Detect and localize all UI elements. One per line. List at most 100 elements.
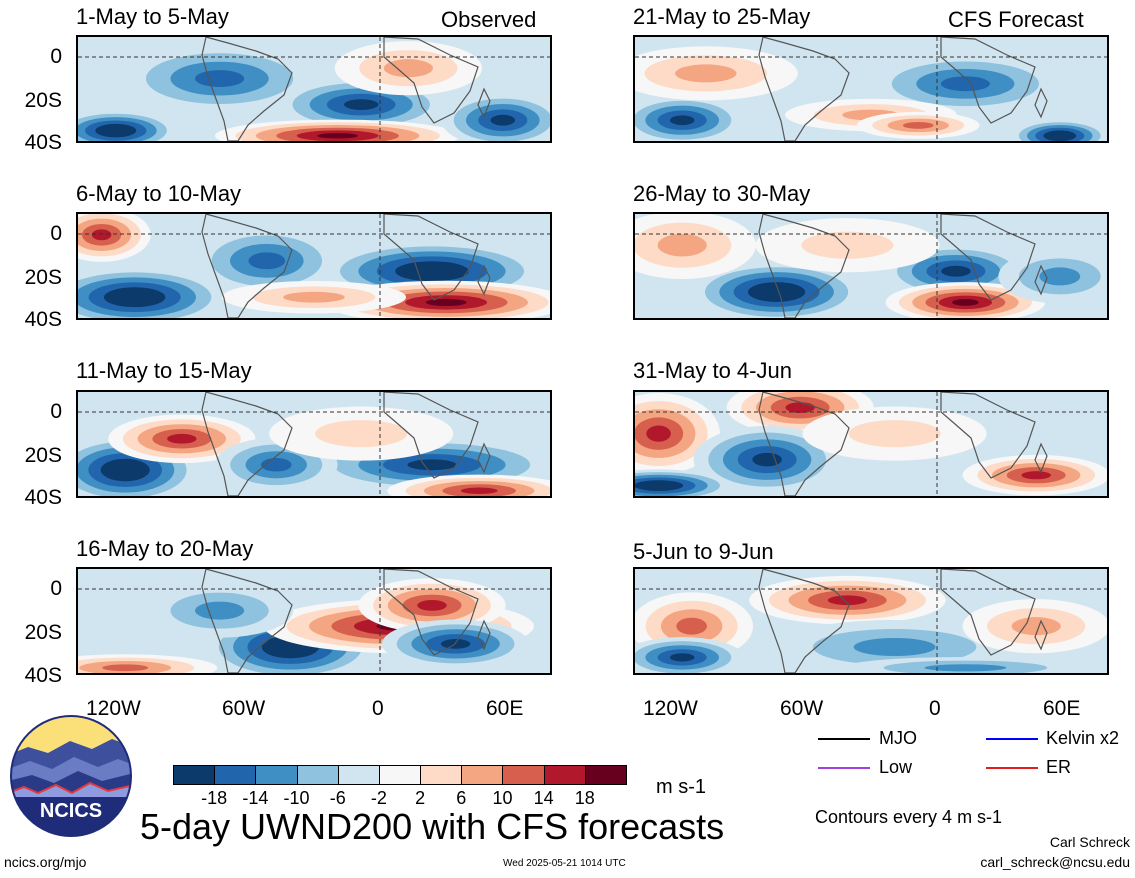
colorbar-segment: [378, 765, 422, 785]
y-tick-0: 0: [50, 577, 62, 600]
anomaly-contour: [940, 76, 990, 92]
map-panel-fc-3: [633, 390, 1109, 498]
anomaly-contour: [646, 425, 671, 442]
colorbar-segment: [502, 765, 545, 785]
south-america-outline: [758, 569, 850, 673]
legend-line-low: [818, 767, 870, 769]
panel-label-obs-2: 6-May to 10-May: [76, 181, 242, 206]
panel-label-fc-1: 21-May to 25-May: [633, 4, 811, 29]
anomaly-contour: [407, 459, 457, 471]
anomaly-contour: [105, 127, 126, 134]
legend-label-kelvin: Kelvin x2: [1046, 728, 1120, 748]
y-tick-40s: 40S: [24, 131, 62, 154]
anomaly-contour: [195, 601, 245, 620]
legend-label-low: Low: [879, 757, 913, 777]
africa-outline: [940, 214, 1036, 301]
colorbar-segment: [337, 765, 380, 785]
anomaly-contour: [669, 115, 695, 126]
x-tick-120w: 120W: [643, 697, 698, 720]
x-tick-60w: 60W: [780, 697, 824, 720]
panel-label-fc-2: 26-May to 30-May: [633, 181, 811, 206]
x-tick-60e: 60E: [486, 697, 524, 720]
anomaly-contour: [785, 402, 815, 414]
colorbar-segment: [420, 765, 463, 785]
madagascar-outline: [477, 264, 491, 296]
south-america-outline: [758, 37, 850, 141]
anomaly-contour: [195, 70, 245, 88]
map-panel-fc-2: [633, 212, 1109, 320]
south-america-outline: [201, 392, 293, 496]
anomaly-contour: [1051, 133, 1068, 139]
africa-outline: [383, 392, 479, 479]
anomaly-contour: [752, 452, 782, 467]
africa-outline: [383, 569, 479, 656]
anomaly-contour: [417, 599, 447, 611]
anomaly-contour: [676, 617, 707, 635]
south-america-outline: [201, 569, 293, 673]
anomaly-contour: [853, 637, 936, 657]
anomaly-contour: [167, 433, 197, 444]
site-link[interactable]: ncics.org/mjo: [4, 854, 87, 870]
contour-note: Contours every 4 m s-1: [815, 807, 1003, 827]
africa-outline: [383, 214, 479, 301]
anomaly-contour: [827, 595, 868, 606]
africa-outline: [383, 37, 479, 124]
colorbar-segment: [584, 765, 627, 785]
anomaly-contour: [924, 664, 1007, 672]
madagascar-outline: [1034, 442, 1048, 474]
x-tick-0: 0: [929, 697, 941, 720]
logo-text: NCICS: [40, 800, 102, 822]
anomaly-contour: [657, 233, 707, 257]
anomaly-field: [78, 569, 550, 673]
anomaly-contour: [675, 64, 737, 83]
anomaly-field: [635, 569, 1107, 673]
colorbar-segment: [255, 765, 298, 785]
colorbar-segment: [296, 765, 339, 785]
author: Carl Schreck: [1049, 834, 1130, 850]
colorbar-tick-label: 14: [533, 788, 554, 808]
y-tick-20s: 20S: [24, 89, 62, 112]
colorbar-tick-label: -14: [242, 788, 269, 808]
colorbar-tick-label: 10: [492, 788, 513, 808]
colorbar-tick-label: -10: [283, 788, 310, 808]
madagascar-outline: [1034, 264, 1048, 296]
colorbar-segment: [214, 765, 257, 785]
colorbar-labels: -18 -14 -10 -6 -2 2 6 10 14 18: [173, 788, 626, 812]
anomaly-contour: [315, 420, 408, 448]
anomaly-contour: [1011, 617, 1061, 636]
map-panel-fc-1: [633, 35, 1109, 143]
anomaly-contour: [646, 482, 671, 489]
colorbar-tick-label: 18: [574, 788, 595, 808]
anomaly-contour: [941, 265, 971, 277]
anomaly-contour: [762, 287, 791, 297]
anomaly-field: [78, 214, 550, 318]
map-panel-obs-3: [76, 390, 552, 498]
map-panel-obs-2: [76, 212, 552, 320]
anomaly-field: [635, 214, 1107, 318]
legend-label-mjo: MJO: [879, 728, 917, 748]
anomaly-contour: [669, 653, 695, 662]
y-tick-0: 0: [50, 222, 62, 245]
anomaly-contour: [490, 114, 516, 126]
timestamp: Wed 2025-05-21 1014 UTC: [503, 858, 626, 869]
y-tick-40s: 40S: [24, 664, 62, 687]
author-email[interactable]: carl_schreck@ncsu.edu: [980, 854, 1130, 870]
colorbar-segment: [173, 765, 216, 785]
anomaly-contour: [248, 252, 286, 270]
colorbar-tick-label: -18: [201, 788, 228, 808]
legend-line-mjo: [818, 738, 870, 740]
anomaly-contour: [440, 639, 471, 649]
legend-line-er: [986, 767, 1038, 769]
anomaly-contour: [1039, 267, 1081, 286]
anomaly-contour: [283, 291, 345, 303]
colorbar-tick-label: -6: [329, 788, 346, 808]
madagascar-outline: [477, 87, 491, 119]
anomaly-contour: [344, 99, 379, 111]
legend-line-kelvin: [986, 738, 1038, 740]
anomaly-contour: [952, 299, 979, 306]
madagascar-outline: [477, 442, 491, 474]
colorbar: [173, 765, 627, 785]
panel-label-fc-3: 31-May to 4-Jun: [633, 358, 792, 383]
anomaly-contour: [801, 231, 894, 259]
